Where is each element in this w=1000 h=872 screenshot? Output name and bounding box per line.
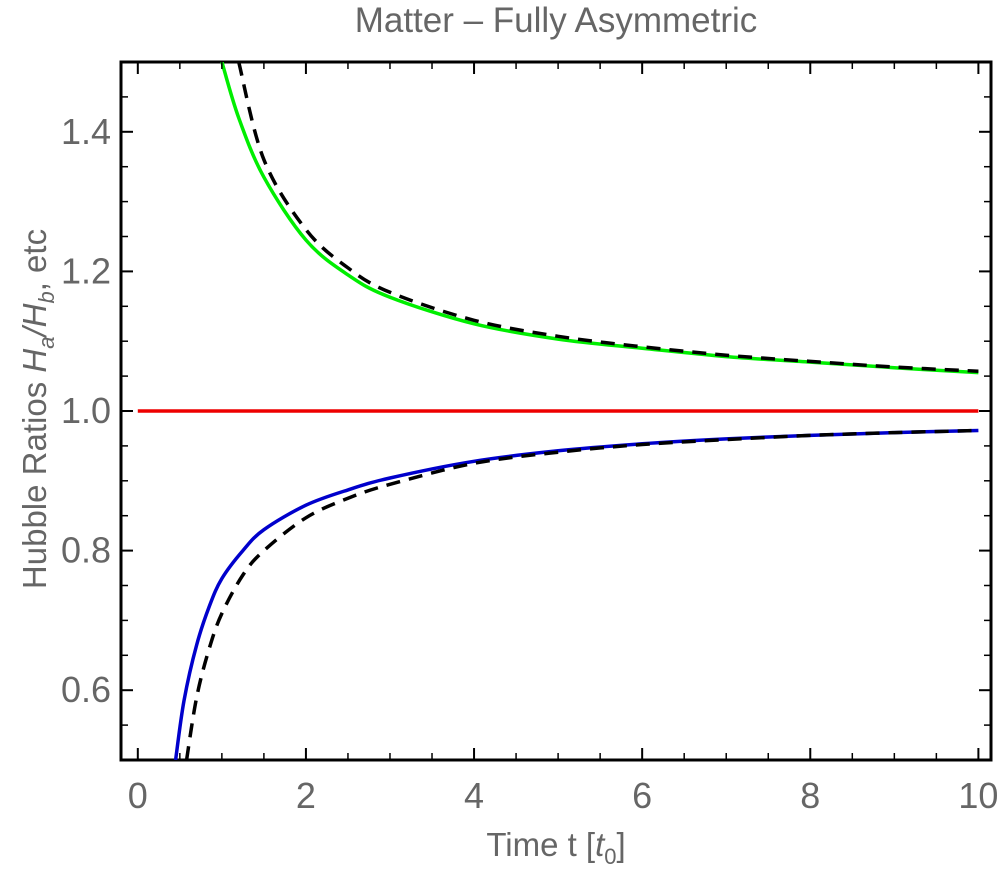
y-axis-label-sub2: b bbox=[34, 291, 59, 303]
x-tick-label: 2 bbox=[296, 775, 316, 816]
y-axis-label-h1: H bbox=[16, 349, 53, 373]
y-axis-label-sub1: a bbox=[34, 337, 59, 349]
x-ticks: 0 2 4 6 8 10 bbox=[128, 62, 998, 816]
x-axis-label: Time t [t0] bbox=[486, 826, 625, 869]
x-axis-label-subscript: 0 bbox=[604, 844, 616, 869]
y-tick-label: 1.0 bbox=[61, 390, 111, 431]
x-tick-label: 6 bbox=[632, 775, 652, 816]
x-axis-label-symbol: t bbox=[595, 826, 606, 863]
series-line-dashed-1 bbox=[237, 62, 979, 373]
y-tick-label: 0.6 bbox=[61, 669, 111, 710]
x-tick-label: 10 bbox=[958, 775, 998, 816]
y-tick-label: 0.8 bbox=[61, 530, 111, 571]
x-tick-label: 4 bbox=[464, 775, 484, 816]
y-axis-label: Hubble Ratios Ha/Hb, etc bbox=[16, 229, 59, 589]
x-axis-label-close: ] bbox=[617, 826, 626, 863]
chart-title: Matter – Fully Asymmetric bbox=[355, 1, 758, 40]
x-axis-label-main: Time t [ bbox=[486, 826, 595, 863]
series-layer bbox=[137, 62, 979, 760]
y-axis-label-prefix: Hubble Ratios bbox=[16, 373, 53, 589]
y-ticks: 0.6 0.8 1.0 1.2 1.4 bbox=[61, 96, 991, 726]
y-tick-label: 1.2 bbox=[61, 250, 111, 291]
series-line-green-0 bbox=[220, 62, 979, 375]
y-axis-label-h2: H bbox=[16, 303, 53, 327]
x-tick-label: 0 bbox=[128, 775, 148, 816]
x-tick-label: 8 bbox=[800, 775, 820, 816]
series-line-blue-3 bbox=[173, 428, 979, 760]
series-group bbox=[137, 62, 979, 760]
series-line-dashed-4 bbox=[184, 428, 979, 760]
y-axis-label-suffix: , etc bbox=[16, 229, 53, 291]
y-axis-label-slash: / bbox=[16, 325, 53, 339]
y-tick-label: 1.4 bbox=[61, 111, 111, 152]
